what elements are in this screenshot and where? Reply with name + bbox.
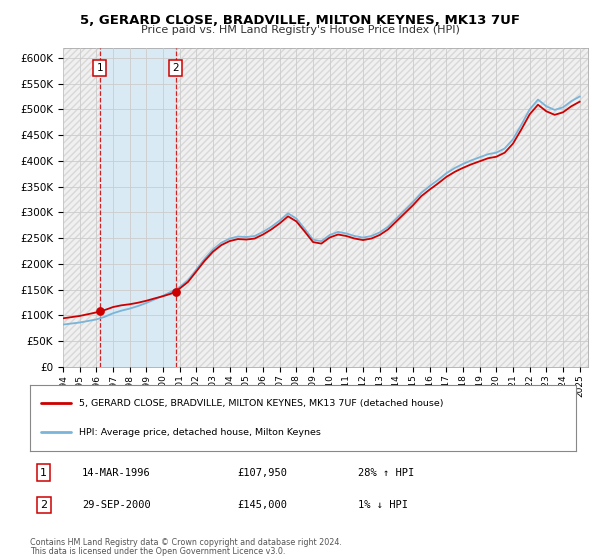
Text: 29-SEP-2000: 29-SEP-2000	[82, 500, 151, 510]
Text: 28% ↑ HPI: 28% ↑ HPI	[358, 468, 414, 478]
Text: 1% ↓ HPI: 1% ↓ HPI	[358, 500, 407, 510]
Text: 1: 1	[97, 63, 103, 73]
Text: 5, GERARD CLOSE, BRADVILLE, MILTON KEYNES, MK13 7UF (detached house): 5, GERARD CLOSE, BRADVILLE, MILTON KEYNE…	[79, 399, 443, 408]
Text: 14-MAR-1996: 14-MAR-1996	[82, 468, 151, 478]
Text: Contains HM Land Registry data © Crown copyright and database right 2024.: Contains HM Land Registry data © Crown c…	[30, 539, 342, 548]
Text: £107,950: £107,950	[238, 468, 287, 478]
Text: £145,000: £145,000	[238, 500, 287, 510]
Point	[95, 307, 104, 316]
Text: This data is licensed under the Open Government Licence v3.0.: This data is licensed under the Open Gov…	[30, 548, 286, 557]
Text: 2: 2	[172, 63, 179, 73]
Text: HPI: Average price, detached house, Milton Keynes: HPI: Average price, detached house, Milt…	[79, 428, 321, 437]
Text: Price paid vs. HM Land Registry's House Price Index (HPI): Price paid vs. HM Land Registry's House …	[140, 25, 460, 35]
Bar	[100, 48, 175, 367]
Point	[171, 288, 181, 297]
Text: 1: 1	[40, 468, 47, 478]
Text: 5, GERARD CLOSE, BRADVILLE, MILTON KEYNES, MK13 7UF: 5, GERARD CLOSE, BRADVILLE, MILTON KEYNE…	[80, 14, 520, 27]
Text: 2: 2	[40, 500, 47, 510]
